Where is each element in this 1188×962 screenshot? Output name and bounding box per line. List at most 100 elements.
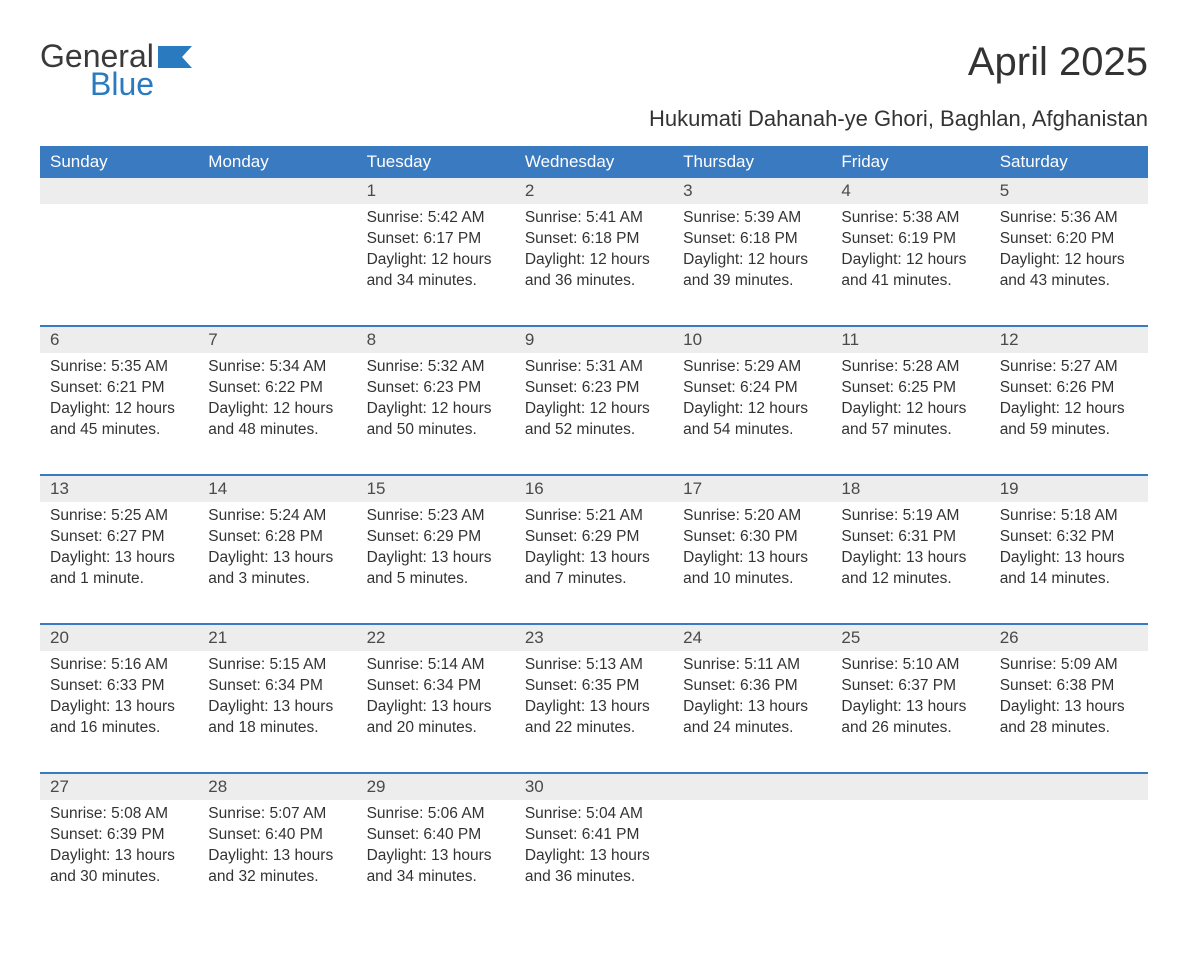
day-content-cell: Sunrise: 5:25 AMSunset: 6:27 PMDaylight:… (40, 502, 198, 624)
day-number-cell: 8 (357, 326, 515, 353)
daylight-line: Daylight: 13 hours and 24 minutes. (683, 697, 821, 739)
day-number-cell (673, 773, 831, 800)
day-content-cell: Sunrise: 5:07 AMSunset: 6:40 PMDaylight:… (198, 800, 356, 922)
sunrise-line: Sunrise: 5:07 AM (208, 804, 346, 825)
day-number-cell: 13 (40, 475, 198, 502)
day-number-cell: 15 (357, 475, 515, 502)
sunset-line: Sunset: 6:22 PM (208, 378, 346, 399)
sunset-line: Sunset: 6:18 PM (683, 229, 821, 250)
day-number-cell (40, 178, 198, 204)
day-number-cell: 2 (515, 178, 673, 204)
day-number-cell: 17 (673, 475, 831, 502)
day-content-row: Sunrise: 5:16 AMSunset: 6:33 PMDaylight:… (40, 651, 1148, 773)
sunrise-line: Sunrise: 5:08 AM (50, 804, 188, 825)
sunrise-line: Sunrise: 5:13 AM (525, 655, 663, 676)
day-content-cell: Sunrise: 5:21 AMSunset: 6:29 PMDaylight:… (515, 502, 673, 624)
sunrise-line: Sunrise: 5:35 AM (50, 357, 188, 378)
day-number-cell: 21 (198, 624, 356, 651)
sunset-line: Sunset: 6:20 PM (1000, 229, 1138, 250)
day-number-row: 6789101112 (40, 326, 1148, 353)
sunrise-line: Sunrise: 5:20 AM (683, 506, 821, 527)
daylight-line: Daylight: 12 hours and 54 minutes. (683, 399, 821, 441)
daylight-line: Daylight: 12 hours and 34 minutes. (367, 250, 505, 292)
day-content-cell: Sunrise: 5:06 AMSunset: 6:40 PMDaylight:… (357, 800, 515, 922)
logo: General Blue (40, 40, 192, 100)
weekday-header: Tuesday (357, 146, 515, 178)
weekday-header: Friday (831, 146, 989, 178)
sunrise-line: Sunrise: 5:06 AM (367, 804, 505, 825)
day-content-cell: Sunrise: 5:28 AMSunset: 6:25 PMDaylight:… (831, 353, 989, 475)
daylight-line: Daylight: 12 hours and 48 minutes. (208, 399, 346, 441)
sunset-line: Sunset: 6:34 PM (208, 676, 346, 697)
day-content-cell: Sunrise: 5:24 AMSunset: 6:28 PMDaylight:… (198, 502, 356, 624)
day-number-cell: 16 (515, 475, 673, 502)
day-content-row: Sunrise: 5:08 AMSunset: 6:39 PMDaylight:… (40, 800, 1148, 922)
daylight-line: Daylight: 13 hours and 7 minutes. (525, 548, 663, 590)
day-number-cell: 20 (40, 624, 198, 651)
sunset-line: Sunset: 6:29 PM (367, 527, 505, 548)
sunset-line: Sunset: 6:23 PM (525, 378, 663, 399)
daylight-line: Daylight: 13 hours and 3 minutes. (208, 548, 346, 590)
day-number-cell (831, 773, 989, 800)
sunset-line: Sunset: 6:27 PM (50, 527, 188, 548)
day-content-cell: Sunrise: 5:10 AMSunset: 6:37 PMDaylight:… (831, 651, 989, 773)
day-content-cell: Sunrise: 5:04 AMSunset: 6:41 PMDaylight:… (515, 800, 673, 922)
sunrise-line: Sunrise: 5:21 AM (525, 506, 663, 527)
day-number-cell: 11 (831, 326, 989, 353)
weekday-header-row: SundayMondayTuesdayWednesdayThursdayFrid… (40, 146, 1148, 178)
calendar-table: SundayMondayTuesdayWednesdayThursdayFrid… (40, 146, 1148, 922)
sunset-line: Sunset: 6:41 PM (525, 825, 663, 846)
sunrise-line: Sunrise: 5:11 AM (683, 655, 821, 676)
day-number-row: 12345 (40, 178, 1148, 204)
day-number-row: 27282930 (40, 773, 1148, 800)
daylight-line: Daylight: 13 hours and 5 minutes. (367, 548, 505, 590)
sunrise-line: Sunrise: 5:36 AM (1000, 208, 1138, 229)
sunrise-line: Sunrise: 5:34 AM (208, 357, 346, 378)
day-number-cell: 7 (198, 326, 356, 353)
day-content-row: Sunrise: 5:25 AMSunset: 6:27 PMDaylight:… (40, 502, 1148, 624)
day-number-cell: 26 (990, 624, 1148, 651)
day-number-row: 20212223242526 (40, 624, 1148, 651)
day-content-cell: Sunrise: 5:20 AMSunset: 6:30 PMDaylight:… (673, 502, 831, 624)
sunrise-line: Sunrise: 5:04 AM (525, 804, 663, 825)
day-number-cell: 1 (357, 178, 515, 204)
sunrise-line: Sunrise: 5:38 AM (841, 208, 979, 229)
sunset-line: Sunset: 6:31 PM (841, 527, 979, 548)
sunset-line: Sunset: 6:21 PM (50, 378, 188, 399)
sunset-line: Sunset: 6:40 PM (367, 825, 505, 846)
sunset-line: Sunset: 6:33 PM (50, 676, 188, 697)
day-content-cell: Sunrise: 5:32 AMSunset: 6:23 PMDaylight:… (357, 353, 515, 475)
daylight-line: Daylight: 13 hours and 14 minutes. (1000, 548, 1138, 590)
day-number-cell: 24 (673, 624, 831, 651)
sunrise-line: Sunrise: 5:23 AM (367, 506, 505, 527)
day-number-cell: 6 (40, 326, 198, 353)
day-content-row: Sunrise: 5:35 AMSunset: 6:21 PM Daylight:… (40, 353, 1148, 475)
day-number-cell: 27 (40, 773, 198, 800)
daylight-line: Daylight: 12 hours and 57 minutes. (841, 399, 979, 441)
daylight-line: Daylight: 12 hours and 41 minutes. (841, 250, 979, 292)
sunset-line: Sunset: 6:18 PM (525, 229, 663, 250)
day-content-cell (673, 800, 831, 922)
sunset-line: Sunset: 6:25 PM (841, 378, 979, 399)
day-content-cell: Sunrise: 5:34 AMSunset: 6:22 PMDaylight:… (198, 353, 356, 475)
day-content-cell: Sunrise: 5:31 AMSunset: 6:23 PMDaylight:… (515, 353, 673, 475)
daylight-line: Daylight: 13 hours and 10 minutes. (683, 548, 821, 590)
daylight-line: Daylight: 12 hours and 52 minutes. (525, 399, 663, 441)
sunrise-line: Sunrise: 5:14 AM (367, 655, 505, 676)
sunrise-line: Sunrise: 5:41 AM (525, 208, 663, 229)
day-number-cell: 28 (198, 773, 356, 800)
day-number-cell: 14 (198, 475, 356, 502)
daylight-line: Daylight: 13 hours and 16 minutes. (50, 697, 188, 739)
sunrise-line: Sunrise: 5:16 AM (50, 655, 188, 676)
day-number-cell: 9 (515, 326, 673, 353)
sunrise-line: Sunrise: 5:09 AM (1000, 655, 1138, 676)
logo-flag-icon (158, 46, 192, 68)
sunrise-line: Sunrise: 5:28 AM (841, 357, 979, 378)
daylight-line: Daylight: 13 hours and 28 minutes. (1000, 697, 1138, 739)
day-number-cell: 19 (990, 475, 1148, 502)
day-content-cell: Sunrise: 5:19 AMSunset: 6:31 PMDaylight:… (831, 502, 989, 624)
daylight-line: Daylight: 13 hours and 26 minutes. (841, 697, 979, 739)
day-content-cell: Sunrise: 5:13 AMSunset: 6:35 PMDaylight:… (515, 651, 673, 773)
sunrise-line: Sunrise: 5:32 AM (367, 357, 505, 378)
day-content-cell: Sunrise: 5:15 AMSunset: 6:34 PMDaylight:… (198, 651, 356, 773)
